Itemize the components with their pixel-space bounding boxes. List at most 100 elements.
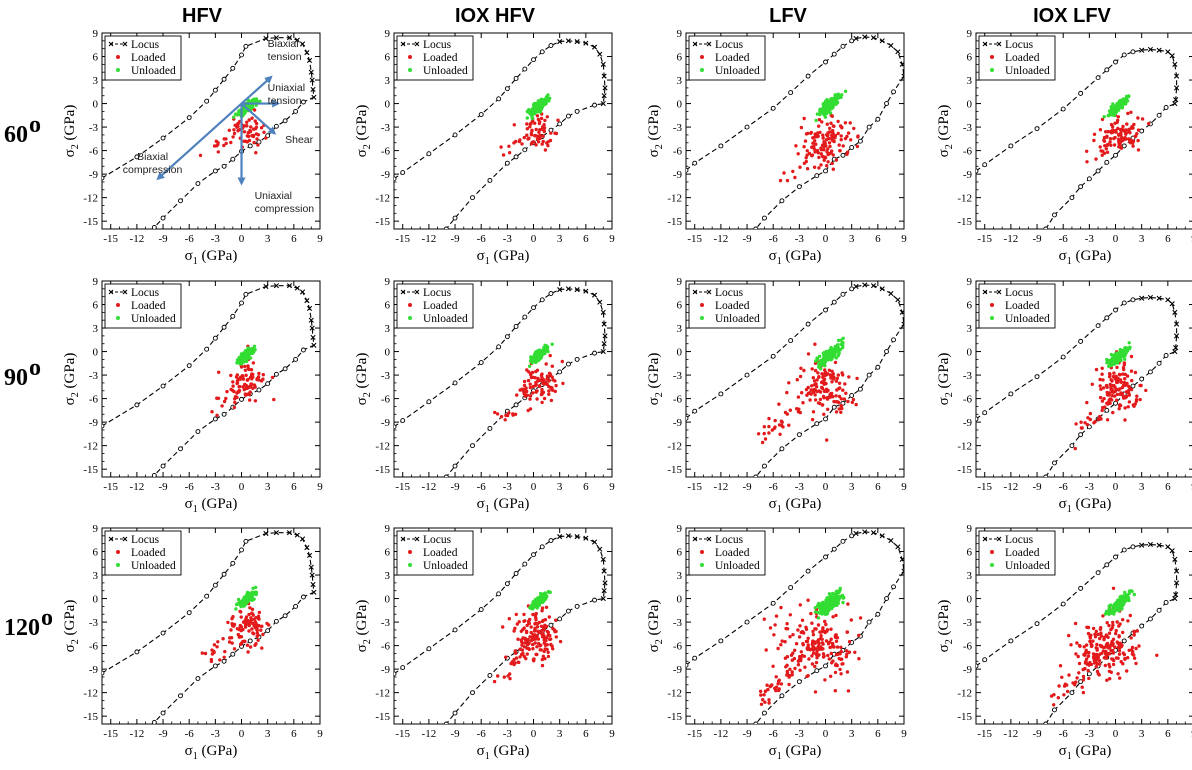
loaded-point bbox=[807, 151, 812, 156]
loaded-point bbox=[547, 615, 551, 619]
unloaded-point bbox=[246, 346, 250, 350]
locus-point-circle bbox=[1104, 562, 1110, 568]
unloaded-point bbox=[841, 340, 845, 345]
loaded-point bbox=[814, 142, 818, 146]
loaded-point bbox=[778, 432, 782, 436]
loaded-point bbox=[798, 668, 802, 672]
unloaded-point bbox=[530, 360, 535, 364]
legend-dot-swatch bbox=[700, 68, 704, 72]
loaded-point bbox=[1117, 648, 1122, 653]
loaded-point bbox=[777, 423, 782, 427]
loaded-point bbox=[839, 672, 843, 676]
locus-point-cross bbox=[1173, 568, 1180, 574]
loaded-point bbox=[507, 617, 511, 621]
shear-label: Shear bbox=[285, 134, 314, 146]
loaded-point bbox=[251, 134, 256, 139]
locus-point-circle bbox=[1034, 621, 1040, 627]
locus-point-cross bbox=[1156, 295, 1162, 301]
loaded-point bbox=[839, 134, 843, 138]
loaded-point bbox=[241, 640, 245, 644]
loaded-point bbox=[837, 400, 841, 405]
scatter-series bbox=[778, 89, 860, 183]
loaded-point bbox=[553, 389, 557, 394]
locus-point-cross bbox=[870, 283, 877, 289]
locus-point-circle bbox=[243, 291, 249, 297]
loaded-point bbox=[535, 397, 539, 401]
loaded-point bbox=[781, 425, 785, 429]
legend-label-loaded: Loaded bbox=[715, 300, 750, 312]
locus-point-circle bbox=[875, 364, 881, 370]
loaded-point bbox=[787, 381, 791, 385]
loaded-point bbox=[758, 689, 763, 693]
loaded-point bbox=[209, 659, 214, 664]
y-tick-label: 0 bbox=[385, 99, 391, 111]
loaded-point bbox=[545, 629, 550, 634]
loaded-point bbox=[246, 650, 250, 654]
locus-point-circle bbox=[1113, 307, 1118, 313]
loaded-point bbox=[520, 142, 524, 146]
locus-point-cross bbox=[862, 282, 868, 288]
loaded-point bbox=[796, 628, 800, 632]
unloaded-point bbox=[532, 603, 536, 607]
loaded-point bbox=[841, 144, 845, 148]
loaded-point bbox=[802, 631, 806, 635]
y-tick-label: -15 bbox=[375, 464, 390, 476]
locus-point-circle bbox=[1156, 607, 1162, 613]
loaded-point bbox=[756, 432, 761, 436]
locus-point-circle bbox=[840, 291, 846, 297]
locus-point-circle bbox=[394, 424, 397, 430]
loaded-point bbox=[517, 620, 521, 624]
locus-point-cross bbox=[601, 568, 607, 574]
loaded-point bbox=[1134, 399, 1139, 403]
locus-point-circle bbox=[204, 98, 210, 104]
loaded-point bbox=[821, 133, 825, 137]
y-tick-label: -3 bbox=[381, 122, 391, 134]
y-axis-label-sub: 2 bbox=[654, 392, 665, 397]
loaded-point bbox=[256, 143, 260, 147]
x-tick-label: -3 bbox=[503, 481, 513, 493]
locus-point-circle bbox=[478, 112, 484, 117]
loaded-point bbox=[811, 141, 815, 145]
loaded-point bbox=[1112, 136, 1116, 141]
locus-point-cross bbox=[888, 290, 894, 297]
loaded-point bbox=[793, 666, 797, 671]
legend-label-locus: Locus bbox=[131, 287, 160, 299]
loaded-point bbox=[805, 149, 809, 153]
loaded-point bbox=[1121, 124, 1125, 129]
loaded-point bbox=[804, 159, 808, 164]
loaded-point bbox=[1129, 636, 1133, 640]
loaded-point bbox=[526, 637, 530, 642]
loaded-point bbox=[253, 620, 257, 624]
locus-point-circle bbox=[282, 613, 288, 619]
loaded-point bbox=[239, 625, 244, 629]
x-tick-label: 3 bbox=[849, 233, 855, 245]
loaded-point bbox=[805, 167, 810, 171]
unloaded-point bbox=[251, 586, 255, 590]
loaded-point bbox=[526, 646, 531, 651]
y-tick-label: -6 bbox=[963, 146, 973, 158]
unloaded-point bbox=[829, 346, 833, 350]
loaded-point bbox=[1117, 407, 1121, 411]
loaded-point bbox=[229, 636, 234, 640]
loaded-point bbox=[558, 639, 563, 644]
x-axis-label-symbol: σ bbox=[477, 248, 485, 264]
locus-point-cross bbox=[304, 298, 310, 304]
legend-cross-swatch bbox=[108, 41, 114, 47]
x-tick-label: 3 bbox=[849, 728, 855, 740]
locus-point-circle bbox=[779, 446, 785, 452]
locus-point-cross bbox=[899, 556, 904, 562]
loaded-point bbox=[242, 387, 246, 392]
loaded-point bbox=[524, 630, 529, 635]
y-tick-label: -9 bbox=[673, 664, 683, 676]
loaded-point bbox=[1100, 366, 1104, 370]
loaded-point bbox=[250, 607, 255, 611]
loaded-point bbox=[845, 670, 850, 674]
loaded-point bbox=[798, 624, 802, 628]
loaded-point bbox=[771, 664, 775, 668]
loaded-point bbox=[830, 644, 834, 649]
legend-dot-swatch bbox=[700, 55, 704, 59]
y-axis-label-symbol: σ bbox=[62, 397, 78, 405]
x-axis-label-unit: (GPa) bbox=[782, 496, 822, 512]
locus-point-circle bbox=[1113, 59, 1118, 65]
